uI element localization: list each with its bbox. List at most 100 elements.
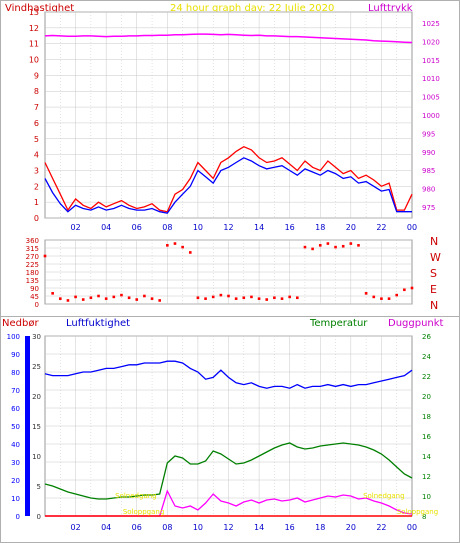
precip-tick-label: 25 <box>32 363 41 371</box>
y-tick-label: 225 <box>26 261 39 269</box>
direction-point <box>181 245 184 249</box>
y2-tick-label: 1015 <box>422 57 440 65</box>
wind-speed-line <box>44 145 413 213</box>
direction-point <box>188 251 192 254</box>
y-tick-label: 8 <box>34 87 39 96</box>
humidity-tick-label: 50 <box>11 423 20 431</box>
direction-point <box>135 298 139 301</box>
temperature-tick-label: 10 <box>422 493 431 501</box>
temperature-line <box>44 442 413 500</box>
humidity-tick-label: 0 <box>16 513 20 521</box>
direction-point <box>257 297 261 300</box>
direction-point <box>66 299 70 302</box>
direction-point <box>104 297 108 300</box>
temperature-tick-label: 20 <box>422 393 431 401</box>
y-tick-label: 9 <box>34 71 39 80</box>
direction-point <box>112 295 116 299</box>
humidity-temperature-chart: 0102030405060708090100051015202530810121… <box>7 333 439 532</box>
y2-tick-label: 975 <box>422 204 435 212</box>
direction-point <box>265 298 269 301</box>
y2-tick-label: 1005 <box>422 94 440 102</box>
y-tick-label: 12 <box>29 24 39 33</box>
pressure-line <box>44 33 413 44</box>
temperature-tick-label: 14 <box>422 453 431 461</box>
direction-point <box>318 244 322 247</box>
y-tick-label: 90 <box>30 285 39 293</box>
direction-point <box>58 297 62 300</box>
x-tick-label: 22 <box>376 523 386 532</box>
x-tick-label: 04 <box>101 223 111 232</box>
x-tick-label: 04 <box>101 523 111 532</box>
x-tick-label: 02 <box>70 523 80 532</box>
x-tick-label: 00 <box>407 523 417 532</box>
precip-tick-label: 5 <box>37 483 41 491</box>
x-tick-label: 22 <box>376 223 386 232</box>
direction-point <box>326 242 330 245</box>
annotation-soloppgang: Soloppgang <box>397 508 438 516</box>
direction-point <box>219 293 223 297</box>
x-tick-label: 10 <box>193 223 203 232</box>
y-tick-label: 180 <box>26 269 39 277</box>
annotation-solnedgang: Solnedgang <box>363 492 404 500</box>
direction-point <box>311 247 314 251</box>
x-tick-label: 20 <box>346 523 356 532</box>
direction-point <box>120 293 123 297</box>
direction-point <box>296 296 299 300</box>
direction-point <box>288 295 291 299</box>
dewpoint-label: Duggpunkt <box>388 318 444 329</box>
humidity-tick-label: 100 <box>7 333 20 341</box>
y-tick-label: 11 <box>29 40 39 49</box>
direction-point <box>403 288 406 292</box>
x-tick-label: 14 <box>254 223 264 232</box>
compass-label: N <box>430 299 438 312</box>
humidity-tick-label: 80 <box>11 369 20 377</box>
y2-tick-label: 990 <box>422 149 435 157</box>
temperature-label: Temperatur <box>309 318 368 329</box>
x-tick-label: 18 <box>315 523 325 532</box>
precip-scale-bar <box>25 336 30 516</box>
humidity-tick-label: 30 <box>11 459 20 467</box>
x-tick-label: 06 <box>132 223 142 232</box>
direction-point <box>89 296 93 300</box>
direction-point <box>357 244 360 247</box>
y-tick-label: 0 <box>34 214 39 223</box>
compass-label: E <box>430 283 437 296</box>
direction-point <box>349 242 353 245</box>
direction-point <box>143 294 146 298</box>
compass-label: W <box>430 251 441 264</box>
y2-tick-label: 980 <box>422 186 435 194</box>
annotation-soloppgang: Soloppgang <box>123 508 164 516</box>
humidity-tick-label: 70 <box>11 387 20 395</box>
compass-label: S <box>430 267 437 280</box>
y2-tick-label: 1020 <box>422 38 440 46</box>
direction-point <box>196 296 200 300</box>
y-tick-label: 3 <box>34 166 39 175</box>
x-tick-label: 02 <box>70 223 80 232</box>
temperature-tick-label: 12 <box>422 473 431 481</box>
direction-point <box>273 296 276 300</box>
direction-point <box>410 286 414 290</box>
y-tick-label: 2 <box>34 182 39 191</box>
temperature-tick-label: 26 <box>422 333 431 341</box>
direction-point <box>150 297 154 300</box>
direction-point <box>387 297 391 300</box>
y-tick-label: 7 <box>34 103 39 112</box>
humidity-tick-label: 60 <box>11 405 20 413</box>
y2-tick-label: 985 <box>422 167 435 175</box>
temperature-tick-label: 8 <box>422 513 426 521</box>
pressure-label: Lufttrykk <box>368 3 413 14</box>
direction-point <box>250 295 253 299</box>
direction-point <box>303 245 307 249</box>
compass-label: N <box>430 235 438 248</box>
precip-tick-label: 0 <box>37 513 41 521</box>
y-tick-label: 360 <box>26 237 39 245</box>
y-tick-label: 270 <box>26 253 39 261</box>
humidity-line <box>44 360 413 389</box>
direction-point <box>364 292 368 295</box>
humidity-label: Luftfuktighet <box>66 318 130 329</box>
x-tick-label: 16 <box>285 523 295 532</box>
humidity-tick-label: 20 <box>11 477 20 485</box>
direction-point <box>127 296 131 300</box>
x-tick-label: 16 <box>285 223 295 232</box>
